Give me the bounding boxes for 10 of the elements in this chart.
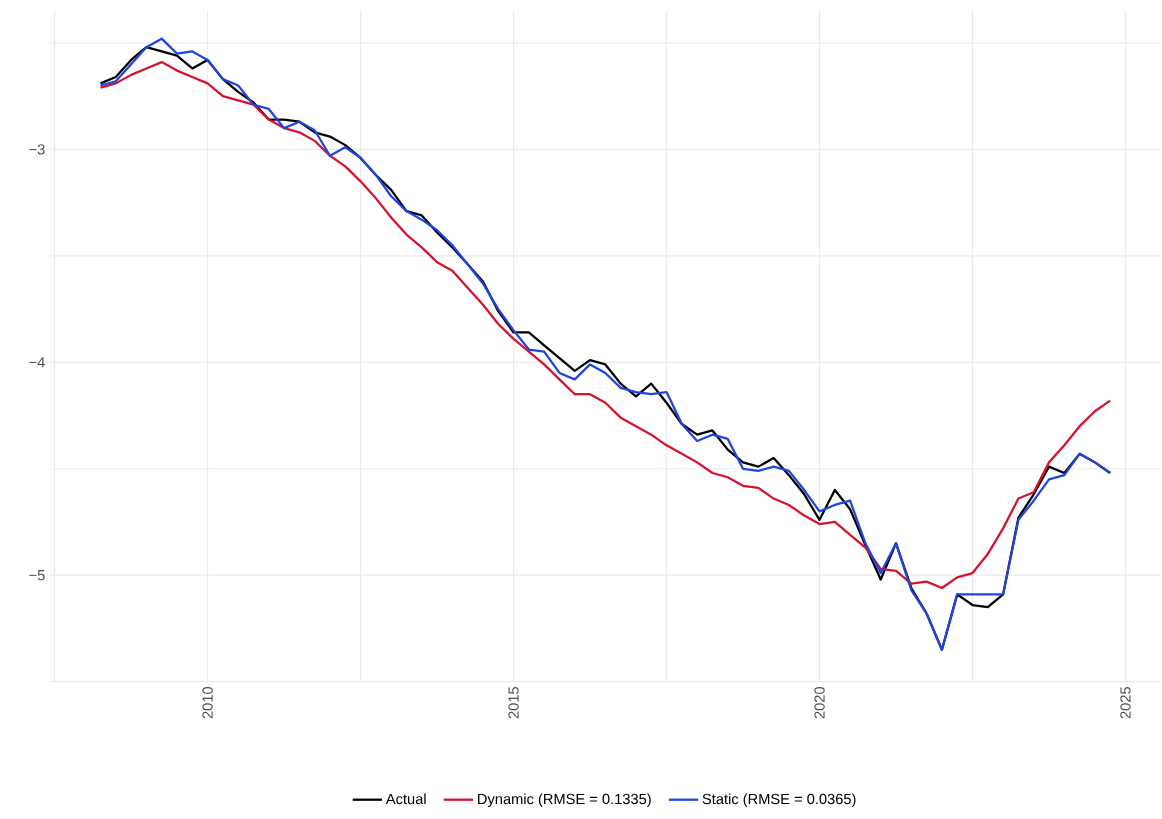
y-tick-label: −3 (29, 144, 45, 155)
legend-label: Actual (385, 793, 426, 805)
x-tick-label: 2025 (1120, 687, 1131, 719)
y-tick-label: −4 (29, 357, 45, 368)
legend-label: Static (RMSE = 0.0365) (702, 793, 856, 808)
y-tick-label: −5 (29, 570, 45, 581)
legend-label: Dynamic (RMSE = 0.1335) (478, 793, 651, 808)
x-tick-label: 2010 (202, 686, 213, 719)
x-tick-label: 2020 (814, 686, 825, 719)
x-tick-label: 2015 (508, 687, 519, 719)
